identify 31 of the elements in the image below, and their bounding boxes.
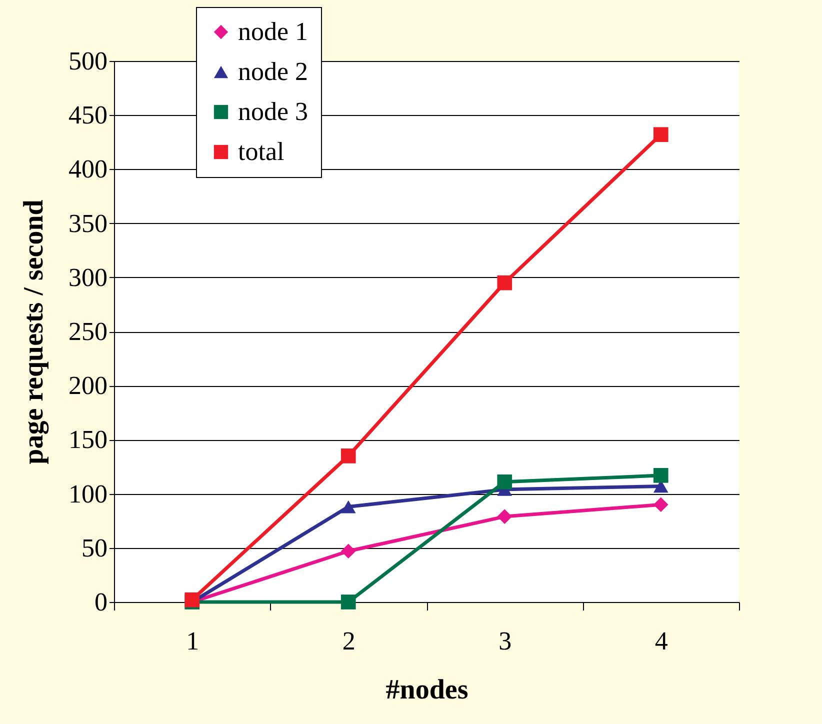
x-axis-title: #nodes [386,674,468,706]
point [497,509,512,524]
point [340,448,356,464]
x-tick-label: 2 [342,626,356,656]
legend-label: total [238,137,284,166]
x-tick-label: 1 [186,626,200,656]
point [340,500,356,514]
y-tick-label: 100 [68,479,108,508]
legend-label: node 3 [238,97,308,126]
y-tick-label: 250 [68,317,108,346]
point [653,497,668,512]
y-tick-label: 0 [94,588,108,616]
y-tick-label: 450 [68,100,108,130]
point [497,275,512,290]
point [653,127,668,142]
y-tick-label: 50 [82,533,108,562]
legend-label: node 2 [238,57,308,86]
point [340,544,356,559]
y-tick-label: 150 [68,425,108,454]
y-tick-label: 350 [68,208,108,238]
x-tick-label: 3 [498,626,512,656]
point [340,594,356,610]
y-tick-label: 200 [68,371,108,400]
legend-label: node 1 [238,17,308,46]
point [653,468,668,483]
y-tick-label: 300 [68,262,108,292]
y-axis-title: page requests / second [18,199,50,464]
x-tick-label: 4 [654,626,668,656]
y-tick-label: 500 [68,46,108,76]
point [497,474,512,490]
y-tick-label: 400 [68,154,108,184]
